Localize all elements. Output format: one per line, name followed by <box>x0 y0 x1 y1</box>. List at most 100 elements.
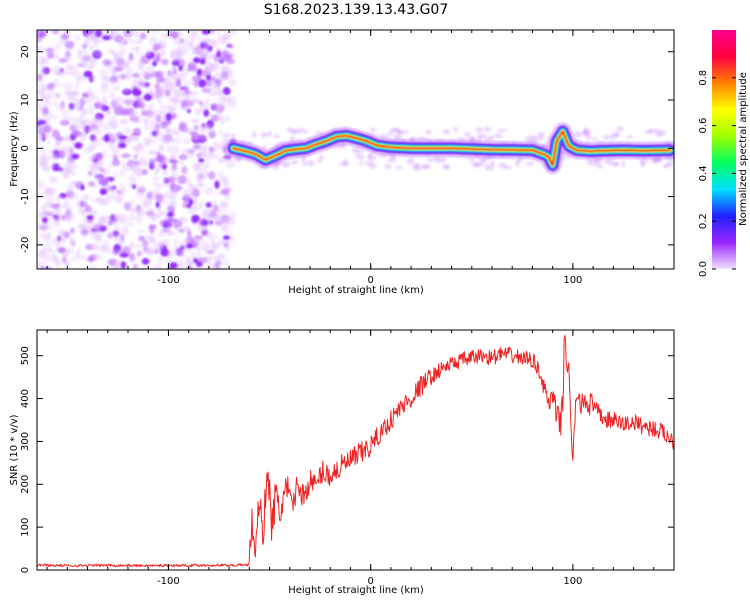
noise-blob <box>194 107 201 116</box>
noise-blob <box>178 259 187 269</box>
noise-blob <box>120 249 126 255</box>
noise-blob <box>525 135 535 142</box>
noise-blob <box>76 77 82 82</box>
noise-blob <box>101 80 111 89</box>
noise-blob <box>354 153 361 158</box>
noise-blob <box>591 137 598 142</box>
noise-blob <box>61 202 70 210</box>
noise-blob <box>201 88 211 93</box>
noise-blob <box>181 147 191 156</box>
noise-blob <box>138 235 145 242</box>
noise-blob <box>119 252 129 258</box>
noise-blob <box>125 221 135 227</box>
noise-blob <box>483 126 492 133</box>
ridge-core <box>232 130 672 167</box>
noise-blob <box>190 251 195 259</box>
noise-blob <box>191 162 201 171</box>
noise-blob <box>216 57 227 62</box>
noise-blob <box>150 35 158 43</box>
noise-blob <box>79 223 90 230</box>
noise-blob <box>94 139 99 149</box>
noise-blob <box>384 163 392 170</box>
noise-blob <box>63 82 73 91</box>
noise-blob <box>166 228 173 238</box>
noise-blob <box>114 223 120 232</box>
noise-blob <box>109 75 118 83</box>
snr-series-line <box>37 335 674 568</box>
noise-blob <box>200 180 206 188</box>
noise-blob <box>170 80 178 86</box>
noise-blob <box>128 115 136 122</box>
noise-blob <box>207 209 217 218</box>
noise-blob <box>87 45 93 50</box>
noise-blob <box>167 250 174 259</box>
noise-blob <box>539 133 546 140</box>
noise-blob <box>131 184 137 189</box>
noise-blob <box>198 51 205 60</box>
noise-blob <box>37 45 45 52</box>
noise-blob <box>227 103 238 108</box>
noise-blob <box>88 64 94 70</box>
noise-blob <box>61 33 70 41</box>
snr-y-tick-label: 500 <box>20 346 31 365</box>
noise-blob <box>53 145 60 152</box>
spectrogram-y-tick-label: 0 <box>20 145 31 151</box>
noise-blob <box>54 246 63 253</box>
noise-blob <box>90 198 100 203</box>
noise-blob <box>170 155 176 161</box>
noise-blob <box>213 242 220 248</box>
noise-blob <box>109 193 116 201</box>
noise-blob <box>162 169 168 176</box>
noise-blob <box>183 80 194 86</box>
noise-blob <box>154 166 162 173</box>
noise-blob <box>63 145 73 153</box>
noise-blob <box>179 249 184 257</box>
noise-blob <box>141 265 146 269</box>
noise-blob <box>105 227 110 232</box>
noise-blob <box>663 162 671 168</box>
noise-blob <box>301 157 306 163</box>
noise-blob <box>171 113 177 120</box>
noise-blob <box>143 93 153 101</box>
noise-blob <box>109 30 117 37</box>
noise-blob <box>131 258 138 263</box>
noise-blob <box>154 132 159 139</box>
noise-blob <box>55 102 62 111</box>
noise-blob <box>127 98 136 104</box>
noise-blob <box>135 214 143 223</box>
noise-blob <box>81 232 87 238</box>
noise-blob <box>98 68 108 74</box>
noise-blob <box>136 59 144 69</box>
noise-blob <box>393 133 403 140</box>
noise-blob <box>118 135 128 140</box>
noise-blob <box>175 257 180 265</box>
noise-blob <box>66 184 74 192</box>
noise-blob <box>186 41 193 48</box>
noise-blob <box>159 104 168 111</box>
noise-blob <box>220 223 229 231</box>
noise-blob <box>367 152 373 159</box>
noise-blob <box>224 193 231 201</box>
noise-blob <box>99 188 108 196</box>
noise-blob <box>464 131 471 137</box>
noise-blob <box>229 30 237 35</box>
noise-blob <box>114 66 124 72</box>
noise-blob <box>78 106 84 111</box>
noise-blob <box>113 212 122 222</box>
noise-blob <box>64 40 75 50</box>
noise-blob <box>162 164 167 170</box>
noise-blob <box>103 263 111 269</box>
noise-blob <box>117 197 124 205</box>
noise-blob <box>136 249 145 255</box>
noise-blob <box>359 154 365 161</box>
noise-blob <box>132 167 139 175</box>
noise-blob <box>206 74 212 81</box>
noise-blob <box>149 30 159 34</box>
noise-blob <box>181 196 191 202</box>
spectrogram-x-tick-label: 100 <box>563 275 582 286</box>
noise-blob <box>84 195 91 200</box>
noise-blob <box>112 170 119 180</box>
colorbar-tick-label: 0.2 <box>698 213 709 229</box>
noise-blob <box>119 183 126 193</box>
